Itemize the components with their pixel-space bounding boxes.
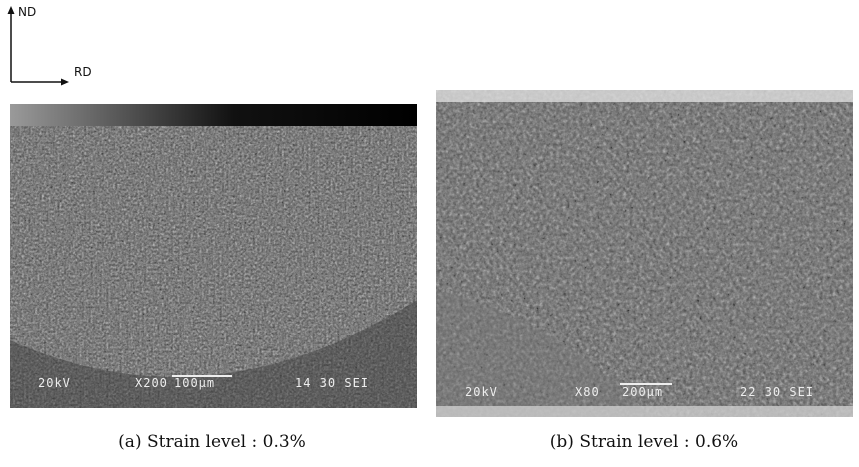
caption: (b) Strain level : 0.6% [550,432,738,452]
overlay-info: 22 30 SEI [740,385,814,399]
overlay-info: 14 30 SEI [295,376,369,390]
sem-image-a: 20kV X200 100μm 14 30 SEI [10,104,417,408]
axis-indicator: ND RD [8,5,92,86]
overlay-voltage: 20kV [38,376,71,390]
overlay-voltage: 20kV [465,385,498,399]
axis-rd: RD [74,65,92,79]
overlay-magnification: X200 [135,376,168,390]
caption: (a) Strain level : 0.3% [118,432,306,452]
figure: ND RD 20kV X200 100μm 14 30 SEI 20kV X80… [0,0,859,467]
overlay-magnification: X80 [575,385,600,399]
sem-image-b: 20kV X80 200μm 22 30 SEI [436,90,853,417]
axis-nd: ND [18,5,36,19]
overlay-scale: 200μm [622,385,663,399]
overlay-scale: 100μm [174,376,215,390]
